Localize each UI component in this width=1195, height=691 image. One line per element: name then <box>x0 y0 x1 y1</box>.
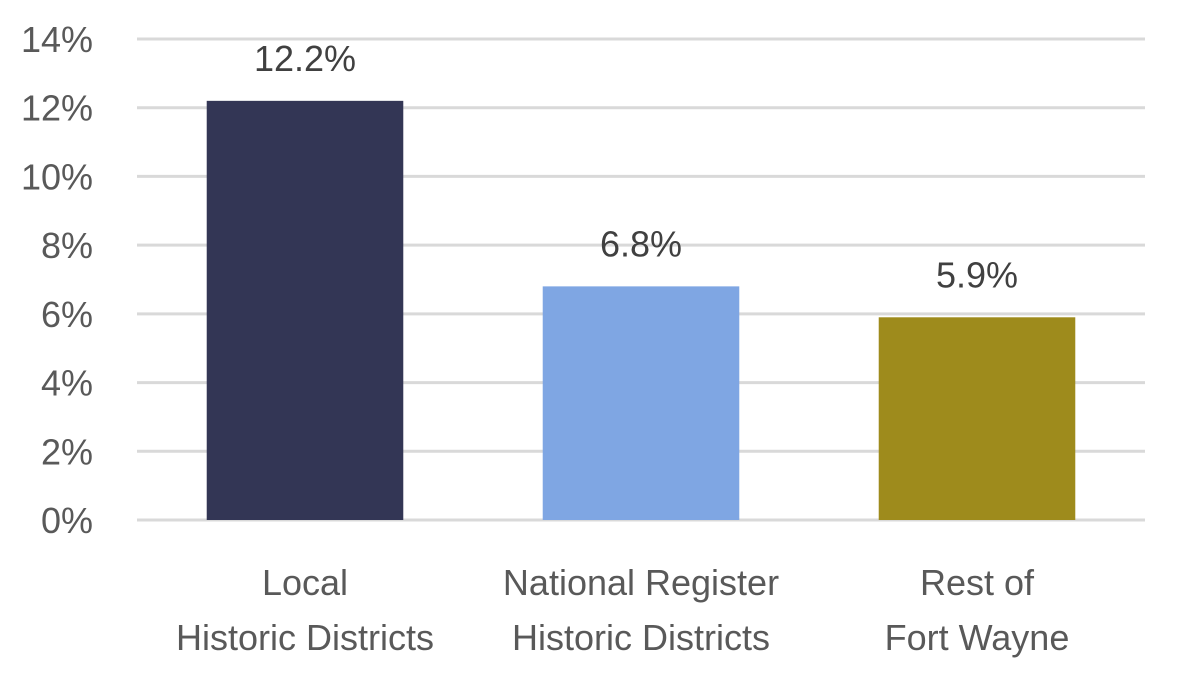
data-label: 5.9% <box>936 254 1018 295</box>
y-tick-label: 0% <box>41 500 93 541</box>
x-axis-category-labels: Local Historic Districts National Register… <box>176 562 1069 658</box>
y-axis-tick-labels: 0% 2% 4% 6% 8% 10% 12% 14% <box>21 19 93 541</box>
y-tick-label: 12% <box>21 88 93 129</box>
data-labels: 12.2% 6.8% 5.9% <box>254 38 1018 295</box>
y-tick-label: 4% <box>41 363 93 404</box>
bar <box>542 286 740 520</box>
bar <box>206 100 404 520</box>
x-category-label: Historic Districts <box>176 617 434 658</box>
data-label: 12.2% <box>254 38 356 79</box>
x-category-label: Rest of <box>920 562 1035 603</box>
data-label: 6.8% <box>600 223 682 264</box>
x-category-label: Local <box>262 562 348 603</box>
y-tick-label: 2% <box>41 431 93 472</box>
x-category-label: National Register <box>503 562 779 603</box>
bars <box>206 100 1076 520</box>
y-tick-label: 10% <box>21 156 93 197</box>
y-tick-label: 6% <box>41 294 93 335</box>
bar <box>878 317 1076 520</box>
x-category-label: Fort Wayne <box>885 617 1070 658</box>
y-tick-label: 14% <box>21 19 93 60</box>
x-category-label: Historic Districts <box>512 617 770 658</box>
y-tick-label: 8% <box>41 225 93 266</box>
